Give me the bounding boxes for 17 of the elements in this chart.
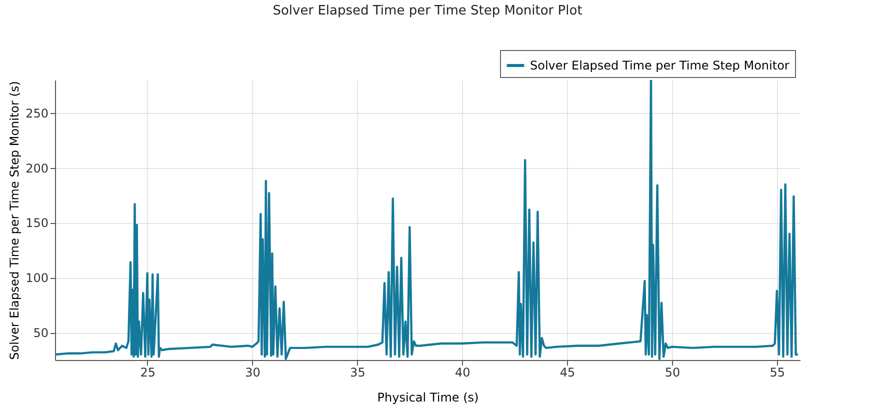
x-tick-label: 35	[350, 366, 366, 380]
y-tick-label: 250	[26, 106, 48, 120]
y-tick-label: 150	[26, 216, 48, 230]
line-series	[55, 80, 799, 360]
legend-label: Solver Elapsed Time per Time Step Monitor	[530, 58, 790, 72]
x-tick-label: 50	[664, 366, 680, 380]
x-tick-label: 45	[560, 366, 576, 380]
y-axis-title: Solver Elapsed Time per Time Step Monitor (s)	[8, 81, 22, 360]
x-tick-label: 55	[770, 366, 786, 380]
chart-title: Solver Elapsed Time per Time Step Monitor Plot	[272, 4, 582, 18]
x-tick-label: 30	[245, 366, 260, 380]
x-tick-label: 25	[140, 366, 156, 380]
x-tick-label: 40	[454, 366, 470, 380]
y-tick-label: 50	[33, 326, 48, 340]
y-tick-label: 100	[26, 271, 48, 286]
x-axis-title: Physical Time (s)	[377, 390, 479, 404]
y-tick-label: 200	[26, 161, 48, 176]
